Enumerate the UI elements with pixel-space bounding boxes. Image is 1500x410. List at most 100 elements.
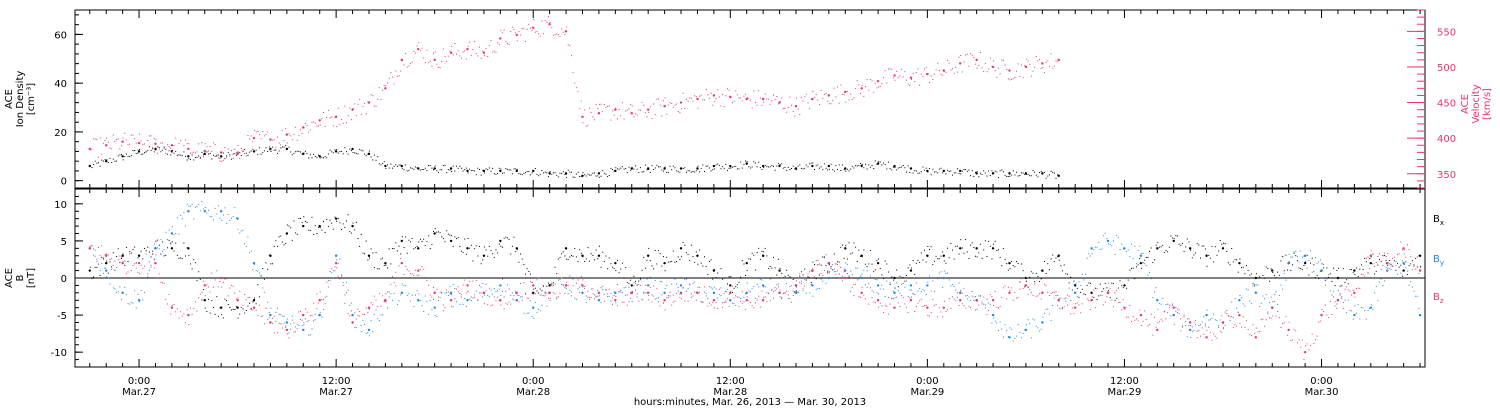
data-dot <box>444 241 446 243</box>
data-dot <box>1336 303 1338 305</box>
data-point <box>187 155 190 158</box>
data-dot <box>828 264 830 266</box>
data-dot <box>485 168 487 170</box>
data-dot <box>176 217 178 219</box>
data-dot <box>687 254 689 256</box>
data-dot <box>840 169 842 171</box>
data-dot <box>1037 327 1039 329</box>
data-dot <box>272 146 274 148</box>
data-dot <box>1283 270 1285 272</box>
data-dot <box>818 103 820 105</box>
data-dot <box>395 271 397 273</box>
data-dot <box>970 175 972 177</box>
data-dot <box>194 301 196 303</box>
data-point <box>761 164 765 168</box>
data-dot <box>1027 319 1029 321</box>
data-dot <box>470 54 472 56</box>
data-dot <box>1268 280 1270 282</box>
data-dot <box>886 263 888 265</box>
data-dot <box>1313 264 1315 266</box>
data-point <box>581 174 584 178</box>
data-dot <box>740 97 742 99</box>
data-dot <box>1198 329 1200 331</box>
data-dot <box>1380 260 1382 262</box>
data-dot <box>204 143 206 145</box>
data-dot <box>332 152 334 154</box>
data-dot <box>621 292 623 294</box>
data-dot <box>924 68 926 70</box>
data-dot <box>436 170 438 172</box>
data-dot <box>157 239 159 241</box>
data-dot <box>505 236 507 238</box>
data-dot <box>748 97 750 99</box>
data-dot <box>1380 278 1382 280</box>
data-dot <box>433 230 435 232</box>
data-dot <box>249 302 251 304</box>
data-dot <box>459 55 461 57</box>
data-dot <box>845 170 847 172</box>
data-dot <box>1045 273 1047 275</box>
data-dot <box>447 233 449 235</box>
data-dot <box>1170 305 1172 307</box>
data-dot <box>1091 296 1093 298</box>
data-dot <box>479 284 481 286</box>
data-dot <box>955 289 957 291</box>
data-dot <box>254 307 256 309</box>
data-dot <box>1121 285 1123 287</box>
data-dot <box>199 293 201 295</box>
data-dot <box>265 262 267 264</box>
data-dot <box>613 291 615 293</box>
data-dot <box>756 166 758 168</box>
x-tick-time-label: 12:00 <box>716 376 745 387</box>
data-dot <box>1270 268 1272 270</box>
data-dot <box>837 86 839 88</box>
left-axis-title: ACEIon Density[cm⁻³] <box>4 71 37 128</box>
data-dot <box>268 149 270 151</box>
data-dot <box>1042 270 1044 272</box>
data-dot <box>938 272 940 274</box>
data-dot <box>754 298 756 300</box>
left-tick-label: -5 <box>57 311 67 322</box>
data-dot <box>1191 257 1193 259</box>
data-dot <box>1042 316 1044 318</box>
data-dot <box>735 295 737 297</box>
data-dot <box>1229 316 1231 318</box>
data-dot <box>391 276 393 278</box>
data-dot <box>416 290 418 292</box>
data-point <box>1073 291 1077 295</box>
data-dot <box>1337 299 1339 301</box>
data-point <box>515 33 518 37</box>
data-dot <box>963 169 965 171</box>
left-tick-label: -10 <box>51 348 67 359</box>
data-dot <box>956 245 958 247</box>
data-point <box>285 133 289 136</box>
data-dot <box>592 255 594 257</box>
data-dot <box>704 291 706 293</box>
data-dot <box>653 285 655 287</box>
data-point <box>1123 306 1126 309</box>
data-dot <box>989 245 991 247</box>
data-dot <box>838 164 840 166</box>
data-point <box>761 254 765 257</box>
data-point <box>581 291 584 295</box>
data-dot <box>240 155 242 157</box>
data-dot <box>1214 246 1216 248</box>
data-dot <box>520 253 522 255</box>
data-dot <box>1282 256 1284 258</box>
data-dot <box>682 287 684 289</box>
data-dot <box>942 316 944 318</box>
data-dot <box>685 290 687 292</box>
data-dot <box>566 287 568 289</box>
data-dot <box>774 287 776 289</box>
data-dot <box>907 83 909 85</box>
data-dot <box>472 49 474 51</box>
data-dot <box>153 151 155 153</box>
data-dot <box>868 89 870 91</box>
data-dot <box>1249 274 1251 276</box>
data-dot <box>723 277 725 279</box>
data-dot <box>620 167 622 169</box>
data-dot <box>570 55 572 57</box>
data-dot <box>306 125 308 127</box>
data-dot <box>227 214 229 216</box>
data-dot <box>295 232 297 234</box>
